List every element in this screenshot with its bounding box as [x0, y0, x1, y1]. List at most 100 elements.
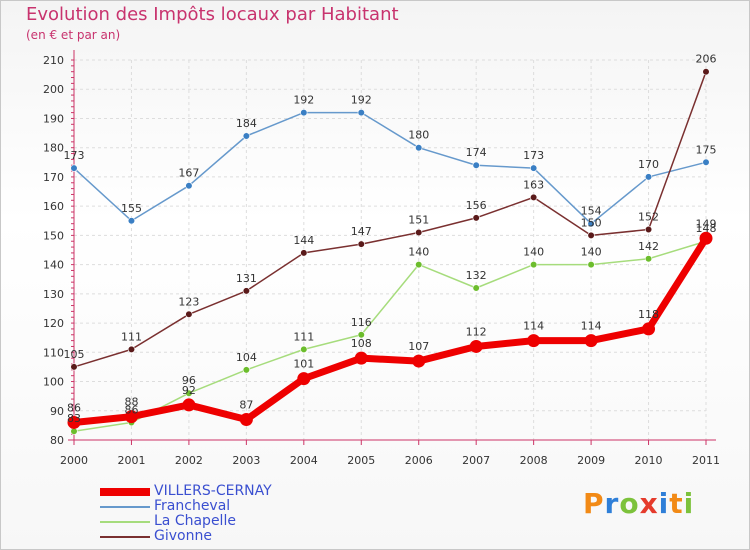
chart-subtitle: (en € et par an): [26, 28, 121, 42]
logo-letter: r: [604, 487, 620, 520]
data-label-francheval: 155: [121, 202, 142, 215]
data-label-villers-cernay: 114: [581, 320, 602, 333]
data-label-francheval: 173: [64, 149, 85, 162]
logo-letter: P: [583, 487, 605, 520]
data-point-la-chapelle: [242, 366, 250, 374]
data-point-villers-cernay: [67, 415, 81, 429]
data-point-la-chapelle: [357, 331, 365, 339]
data-label-francheval: 175: [696, 143, 717, 156]
data-point-givonne: [644, 225, 653, 234]
data-label-villers-cernay: 107: [408, 340, 429, 353]
legend-label: Francheval: [154, 498, 231, 514]
x-tick-label: 2011: [692, 454, 720, 467]
data-point-la-chapelle: [644, 255, 653, 263]
data-label-villers-cernay: 101: [293, 358, 314, 371]
data-point-givonne: [300, 249, 308, 257]
data-point-francheval: [644, 173, 653, 181]
proxiti-logo: Proxiti: [583, 487, 694, 520]
data-point-la-chapelle: [587, 261, 595, 269]
data-point-francheval: [300, 109, 308, 117]
data-point-la-chapelle: [530, 261, 538, 269]
data-point-villers-cernay: [412, 354, 426, 368]
x-tick-label: 2005: [347, 454, 375, 467]
data-label-givonne: 156: [466, 199, 487, 212]
data-label-givonne: 105: [64, 348, 85, 361]
data-label-francheval: 184: [236, 117, 257, 130]
data-label-villers-cernay: 114: [523, 320, 544, 333]
data-point-francheval: [70, 164, 78, 172]
data-label-villers-cernay: 149: [696, 217, 717, 230]
data-point-la-chapelle: [472, 284, 480, 292]
data-label-la-chapelle: 142: [638, 240, 659, 253]
y-tick-label: 180: [43, 142, 64, 155]
data-label-givonne: 151: [408, 213, 429, 226]
data-point-givonne: [357, 240, 365, 248]
data-label-francheval: 170: [638, 158, 659, 171]
data-label-givonne: 131: [236, 272, 257, 285]
chart-title: Evolution des Impôts locaux par Habitant: [26, 4, 399, 25]
y-tick-label: 200: [43, 83, 64, 96]
data-label-givonne: 152: [638, 211, 659, 224]
data-label-la-chapelle: 111: [293, 330, 314, 343]
logo-letter: x: [639, 487, 659, 520]
logo-letter: i: [683, 487, 695, 520]
x-tick-label: 2001: [117, 454, 145, 467]
x-tick-label: 2008: [520, 454, 548, 467]
series: [67, 68, 713, 435]
data-label-givonne: 147: [351, 225, 372, 238]
data-label-villers-cernay: 92: [182, 384, 196, 397]
data-label-francheval: 173: [523, 149, 544, 162]
data-point-givonne: [242, 287, 250, 295]
data-point-givonne: [70, 363, 78, 371]
x-tick-label: 2006: [405, 454, 433, 467]
x-tick-label: 2010: [635, 454, 663, 467]
data-label-francheval: 192: [293, 94, 314, 107]
y-tick-label: 90: [50, 405, 64, 418]
data-point-francheval: [357, 109, 365, 117]
data-label-la-chapelle: 148: [696, 222, 717, 235]
data-label-francheval: 167: [178, 167, 199, 180]
data-label-la-chapelle: 96: [182, 374, 196, 387]
data-point-francheval: [587, 220, 595, 228]
y-tick-label: 140: [43, 259, 64, 272]
data-label-la-chapelle: 140: [523, 246, 544, 259]
x-tick-label: 2003: [232, 454, 260, 467]
y-tick-label: 100: [43, 376, 64, 389]
x-tick-label: 2000: [60, 454, 88, 467]
legend-swatch: [100, 506, 150, 508]
legend-swatch: [100, 488, 150, 496]
data-label-villers-cernay: 118: [638, 308, 659, 321]
data-label-francheval: 154: [581, 205, 602, 218]
data-point-francheval: [702, 158, 710, 166]
data-label-la-chapelle: 116: [351, 316, 372, 329]
data-point-givonne: [702, 68, 710, 76]
x-tick-label: 2002: [175, 454, 203, 467]
legend-label: La Chapelle: [154, 513, 236, 529]
y-tick-label: 160: [43, 200, 64, 213]
data-label-francheval: 180: [408, 129, 429, 142]
data-label-villers-cernay: 88: [124, 396, 138, 409]
data-point-givonne: [472, 214, 480, 222]
data-point-francheval: [415, 144, 423, 152]
data-label-la-chapelle: 86: [124, 403, 138, 416]
data-point-villers-cernay: [297, 372, 311, 386]
logo-letter: o: [619, 487, 640, 520]
data-label-givonne: 206: [696, 53, 717, 66]
data-point-francheval: [530, 164, 538, 172]
data-point-villers-cernay: [182, 398, 196, 412]
x-tick-label: 2007: [462, 454, 490, 467]
y-tick-label: 130: [43, 288, 64, 301]
legend-swatch: [100, 521, 150, 523]
data-point-francheval: [242, 132, 250, 140]
y-tick-label: 170: [43, 171, 64, 184]
data-label-francheval: 192: [351, 94, 372, 107]
data-point-la-chapelle: [415, 261, 423, 269]
axes: 8090100110120130140150160170180190200210…: [43, 50, 720, 467]
data-point-villers-cernay: [239, 413, 253, 427]
data-point-francheval: [185, 182, 193, 190]
data-label-villers-cernay: 87: [239, 399, 253, 412]
y-tick-label: 110: [43, 346, 64, 359]
data-label-francheval: 174: [466, 146, 487, 159]
grid: [73, 59, 707, 441]
